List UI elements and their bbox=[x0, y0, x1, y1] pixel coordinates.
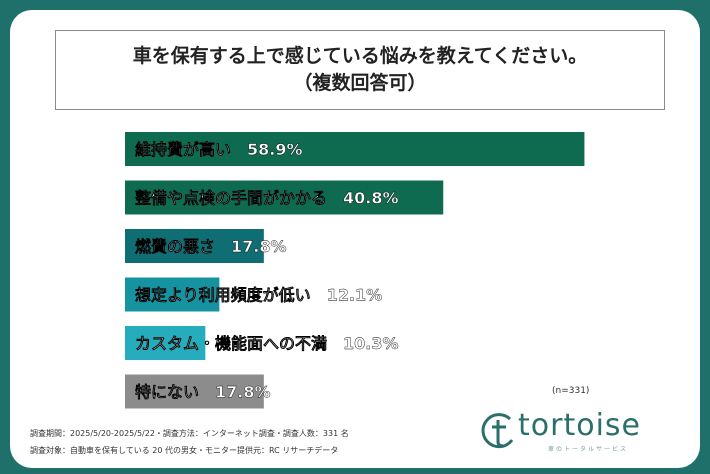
chart-title: 車を保有する上で感じている悩みを教えてください。 bbox=[132, 45, 588, 67]
bar-label-1: 整備や点検の手間がかかる 40.8% bbox=[134, 189, 399, 208]
bar-2 bbox=[125, 229, 264, 263]
logo-subtitle: 車のトータルサービス bbox=[548, 446, 629, 453]
bar-label-3: 想定より利用頻度が低い 12.1% bbox=[134, 286, 382, 305]
chart-subtitle: （複数回答可） bbox=[293, 72, 427, 94]
sample-size-note: (n=331) bbox=[552, 386, 590, 396]
footnote-period: 調査期間：2025/5/20-2025/5/22・調査方法：インターネット調査・… bbox=[30, 429, 349, 438]
bar-label-2: 燃費の悪さ 17.8% bbox=[135, 237, 287, 256]
chart-title-box: 車を保有する上で感じている悩みを教えてください。 （複数回答可） bbox=[55, 30, 665, 110]
logo-mark-icon bbox=[481, 413, 514, 449]
logo-text: tortoise bbox=[518, 408, 641, 443]
bar-label-5: 特にない 17.8% bbox=[135, 383, 271, 402]
bar-1 bbox=[125, 180, 444, 215]
bar-label-0: 維持費が高い 58.9% bbox=[135, 140, 303, 159]
tortoise-logo: tortoise 車のトータルサービス bbox=[480, 408, 680, 454]
bar-0 bbox=[125, 132, 585, 166]
bar-3 bbox=[125, 277, 220, 312]
bar-5 bbox=[125, 374, 264, 409]
bar-4 bbox=[125, 326, 206, 360]
footnote-target: 調査対象：自動車を保有している 20 代の男女・モニター提供元：RC リサーチデ… bbox=[30, 446, 339, 455]
bar-label-4: カスタム・機能面への不満 10.3% bbox=[135, 334, 399, 353]
